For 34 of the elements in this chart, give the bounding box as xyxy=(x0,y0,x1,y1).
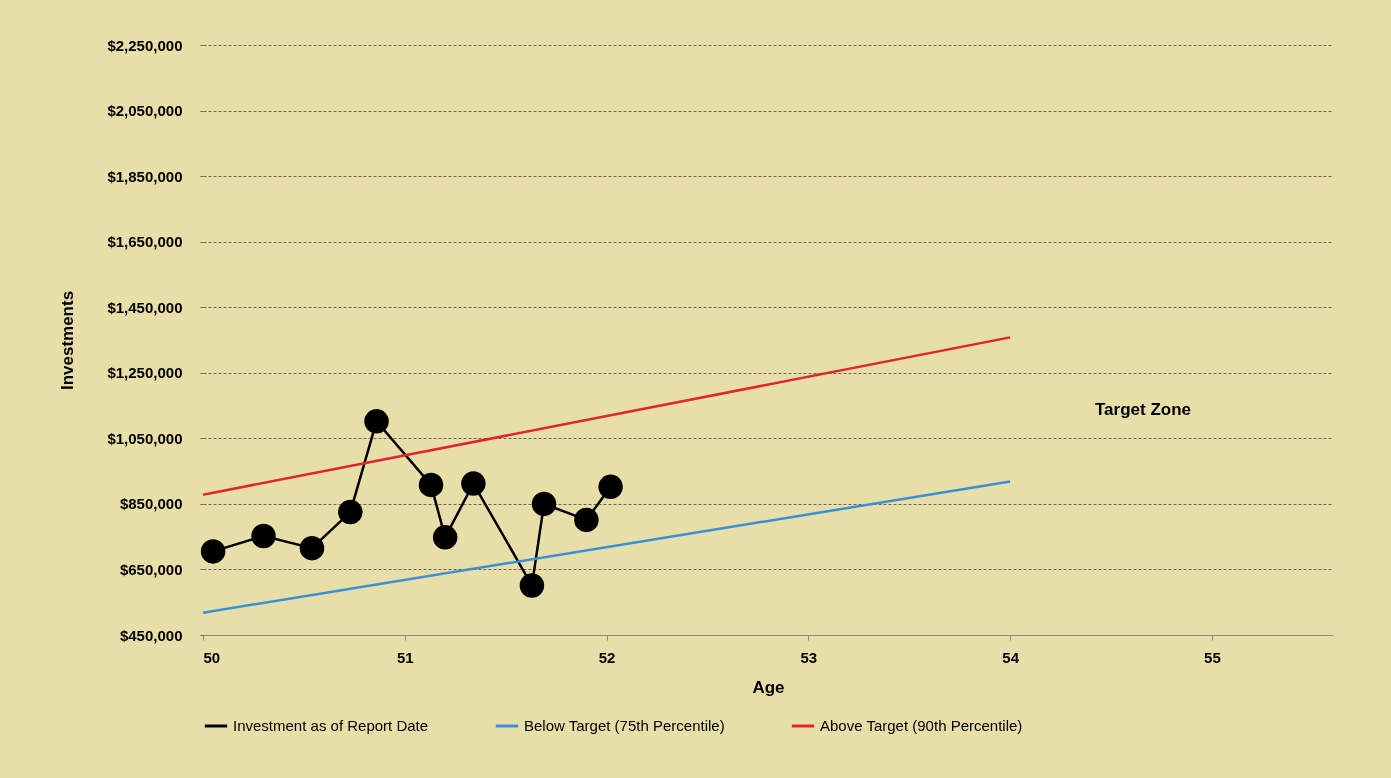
point xyxy=(418,472,444,498)
point xyxy=(200,539,226,564)
y-tick-label: $650,000 xyxy=(119,560,183,578)
annotation: Target Zone xyxy=(1094,400,1192,419)
y-tick-label: $850,000 xyxy=(119,495,183,513)
point xyxy=(432,525,458,550)
point xyxy=(338,499,363,525)
x-axis-title: Age xyxy=(752,677,785,697)
x-tick-label: 54 xyxy=(1002,648,1020,666)
legend-label: Below Target (75th Percentile) xyxy=(524,717,725,734)
point xyxy=(598,474,623,500)
point xyxy=(574,507,599,533)
y-tick-label: $450,000 xyxy=(119,626,183,644)
x-tick-label: 53 xyxy=(800,648,818,666)
x-tick-label: 55 xyxy=(1204,648,1221,666)
y-tick-label: $1,850,000 xyxy=(107,167,183,185)
legend-label: Above Target (90th Percentile) xyxy=(820,717,1023,734)
y-tick-label: $1,450,000 xyxy=(107,298,183,316)
y-tick-label: $2,250,000 xyxy=(107,36,183,54)
point xyxy=(299,535,325,561)
legend-label: Investment as of Report Date xyxy=(233,717,429,734)
y-tick-label: $1,650,000 xyxy=(107,233,183,251)
y-tick-label: $1,250,000 xyxy=(107,364,183,382)
y-tick-label: $1,050,000 xyxy=(107,429,183,447)
y-tick-label: $2,050,000 xyxy=(107,102,183,120)
x-tick-label: 52 xyxy=(598,648,616,666)
point xyxy=(251,523,276,549)
point xyxy=(519,573,545,598)
point xyxy=(364,409,389,434)
point xyxy=(531,491,557,517)
x-tick-label: 50 xyxy=(203,648,221,666)
point xyxy=(461,471,486,496)
x-tick-label: 51 xyxy=(396,648,414,666)
y-axis-title: Investments xyxy=(58,290,78,391)
